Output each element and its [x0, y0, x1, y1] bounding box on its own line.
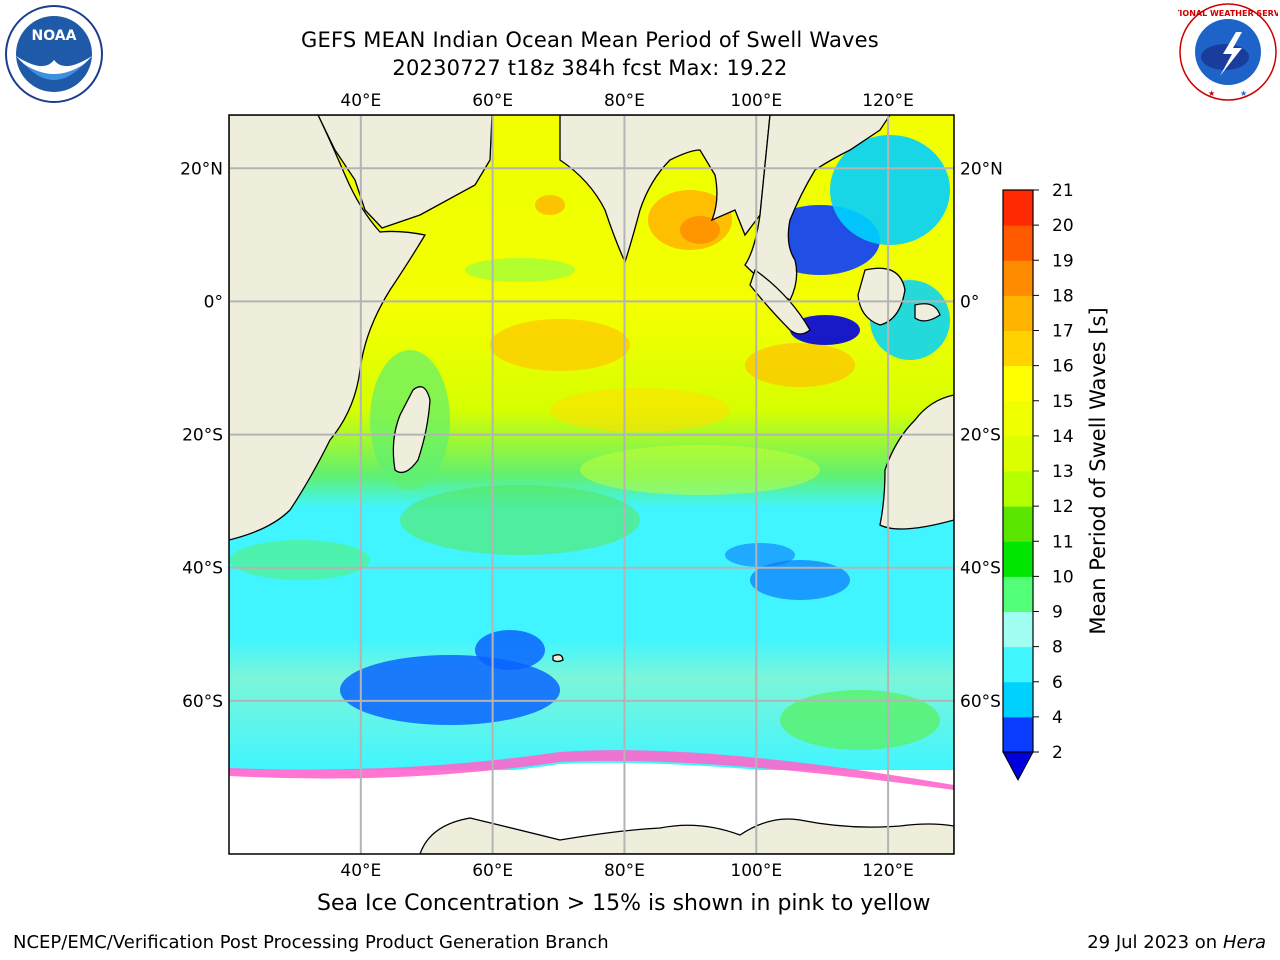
footer-date-text: 29 Jul 2023 on: [1087, 932, 1223, 953]
kerguelen: [552, 654, 564, 663]
borneo: [857, 267, 906, 326]
colorbar-tick-label-11: 11: [1052, 532, 1074, 552]
lat-label-left--60: 60°S: [182, 692, 223, 712]
lon-label-top-40: 40°E: [340, 91, 381, 111]
colorbar-tick-label-18: 18: [1052, 286, 1074, 306]
lat-label-right-0: 0°: [960, 292, 979, 312]
nws-logo: NATIONAL WEATHER SERVICE ★ ★: [1178, 3, 1278, 101]
colorbar-swatch-9: [1003, 400, 1033, 437]
colorbar-swatch-13: [1003, 260, 1033, 296]
svg-text:★: ★: [1208, 89, 1215, 98]
colorbar-tick-label-16: 16: [1052, 357, 1074, 377]
colorbar-tick-label-4: 4: [1052, 708, 1063, 728]
footer-machine: Hera: [1222, 932, 1266, 953]
colorbar-swatch-4: [1003, 576, 1033, 612]
colorbar-swatch-15: [1003, 190, 1033, 226]
map-subtitle: 20230727 t18z 384h fcst Max: 19.22: [392, 56, 788, 80]
india: [559, 115, 771, 264]
lat-label-left-0: 0°: [204, 292, 223, 312]
lat-label-right-20: 20°N: [960, 159, 1003, 179]
lat-label-left--40: 40°S: [182, 559, 223, 579]
australia: [879, 394, 954, 530]
high-period-regions: [490, 190, 855, 432]
colorbar-tick-label-21: 21: [1052, 181, 1074, 201]
footer-credit: NCEP/EMC/Verification Post Processing Pr…: [13, 932, 609, 953]
lat-label-right--40: 40°S: [960, 559, 1001, 579]
lon-label-top-120: 120°E: [862, 91, 914, 111]
graticule: [229, 115, 954, 854]
sea-ice-caption: Sea Ice Concentration > 15% is shown in …: [317, 891, 931, 916]
lat-label-left-20: 20°N: [180, 159, 223, 179]
lon-label-top-100: 100°E: [730, 91, 782, 111]
colorbar-tick-label-13: 13: [1052, 462, 1074, 482]
colorbar-extend-arrow: [1002, 751, 1034, 782]
noaa-logo: NOAA: [5, 5, 103, 103]
svg-text:NOAA: NOAA: [32, 28, 77, 44]
colorbar-tick-label-14: 14: [1052, 427, 1074, 447]
map-title: GEFS MEAN Indian Ocean Mean Period of Sw…: [301, 28, 879, 52]
lat-label-right--20: 20°S: [960, 426, 1001, 446]
colorbar-tick-label-19: 19: [1052, 251, 1074, 271]
tick-labels: 40°E 40°E 60°E 60°E 80°E 80°E 100°E 100°E 120°E 1…: [180, 91, 1003, 881]
colorbar: 2 4 6 8 9 10 11 12 13 14 15 16 17 18 19 20 21 Mean Period…: [1002, 181, 1110, 782]
lon-label-bottom-100: 100°E: [730, 861, 782, 881]
colorbar-tick-label-15: 15: [1052, 392, 1074, 412]
lon-label-bottom-40: 40°E: [340, 861, 381, 881]
antarctica: [419, 817, 954, 854]
lat-label-left--20: 20°S: [182, 426, 223, 446]
colorbar-tick-label-20: 20: [1052, 216, 1074, 236]
colorbar-swatch-0: [1003, 716, 1033, 753]
svg-text:★: ★: [1240, 89, 1247, 98]
colorbar-swatch-5: [1003, 541, 1033, 577]
colorbar-swatch-10: [1003, 365, 1033, 402]
madagascar: [392, 386, 431, 474]
footer-date: 29 Jul 2023 on Hera: [1087, 932, 1266, 953]
lon-label-top-80: 80°E: [604, 91, 645, 111]
colorbar-tick-label-2: 2: [1052, 743, 1063, 763]
colorbar-swatch-6: [1003, 506, 1033, 542]
colorbar-swatch-11: [1003, 330, 1033, 367]
colorbar-swatch-2: [1003, 646, 1033, 683]
lon-label-top-60: 60°E: [472, 91, 513, 111]
lat-label-right--60: 60°S: [960, 692, 1001, 712]
colorbar-tick-label-9: 9: [1052, 603, 1063, 623]
colorbar-swatch-7: [1003, 471, 1033, 507]
colorbar-tick-label-8: 8: [1052, 638, 1063, 658]
colorbar-swatch-8: [1003, 435, 1033, 472]
indochina: [744, 115, 891, 301]
map-frame: [228, 114, 955, 855]
colorbar-swatch-3: [1003, 611, 1033, 648]
lon-label-bottom-80: 80°E: [604, 861, 645, 881]
colorbar-label: Mean Period of Swell Waves [s]: [1086, 307, 1110, 634]
colorbar-tick-label-6: 6: [1052, 673, 1063, 693]
lon-label-bottom-60: 60°E: [472, 861, 513, 881]
colorbar-tick-label-12: 12: [1052, 497, 1074, 517]
colorbar-tick-label-17: 17: [1052, 322, 1074, 342]
colorbar-swatch-12: [1003, 295, 1033, 331]
colorbar-tick-label-10: 10: [1052, 567, 1074, 587]
map-field: [229, 115, 954, 854]
svg-text:NATIONAL WEATHER SERVICE: NATIONAL WEATHER SERVICE: [1178, 9, 1278, 18]
lon-label-bottom-120: 120°E: [862, 861, 914, 881]
colorbar-swatch-14: [1003, 225, 1033, 261]
colorbar-swatch-1: [1003, 681, 1033, 718]
sulawesi: [914, 303, 941, 322]
